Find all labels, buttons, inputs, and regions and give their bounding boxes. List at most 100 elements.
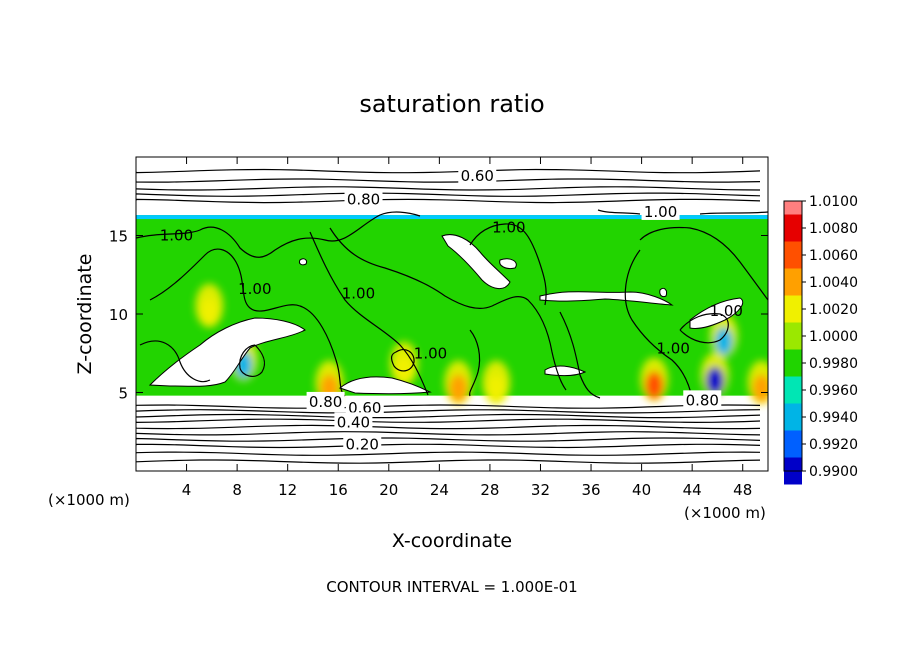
contour-label: 0.80 [309, 393, 342, 411]
contour-line-1.00 [309, 231, 429, 396]
x-tick-label: 44 [683, 481, 702, 499]
contour-interval-note: CONTOUR INTERVAL = 1.000E-01 [326, 578, 577, 596]
y-tick-label: 5 [118, 385, 128, 403]
contour-line-1.00 [699, 211, 768, 215]
x-unit-left: (×1000 m) [48, 491, 130, 509]
contour-line-1.00 [329, 227, 567, 391]
cloud-region [539, 291, 674, 306]
colorbar-swatch [784, 214, 802, 242]
contour-line [136, 418, 761, 424]
colorbar-swatch [784, 268, 802, 296]
colorbar-swatch [784, 295, 802, 323]
contour-line [136, 437, 761, 442]
contour-line [136, 186, 761, 191]
colorbar-swatch [784, 349, 802, 377]
contour-line-1.00 [149, 248, 346, 397]
contour-line [136, 424, 761, 430]
contour-label: 0.80 [347, 190, 380, 208]
contour-line [136, 198, 761, 204]
contour-label: 1.00 [492, 219, 525, 237]
contour-line-1.00 [469, 223, 547, 306]
cloud-region [148, 317, 306, 387]
colorbar-swatch [784, 376, 802, 404]
colorbar-swatch [784, 322, 802, 350]
cloud-region [338, 376, 432, 395]
contour-labels: 0.60 0.80 1.00 1.00 1.00 1.00 1.00 1.00 1.00 1.00… [160, 165, 743, 453]
x-tick-label: 40 [632, 481, 651, 499]
colorbar-tick-label: 0.9920 [809, 437, 858, 453]
contour-label: 1.00 [656, 340, 689, 358]
contour-line-1.00 [559, 311, 601, 399]
x-tick-label: 28 [480, 481, 499, 499]
contour-line-1.00 [469, 329, 481, 397]
contour-label-bg [683, 390, 722, 409]
hotspot [645, 371, 664, 400]
field-top-edge [136, 215, 768, 220]
hotspot [752, 374, 768, 403]
y-tick-label: 15 [109, 228, 128, 246]
colorbar-tick-label: 1.0060 [809, 248, 858, 264]
x-tick-label: 20 [379, 481, 398, 499]
colorbar-swatch [784, 241, 802, 269]
contour-label: 1.00 [160, 227, 193, 245]
x-tick-label: 48 [733, 481, 752, 499]
x-tick-label: 8 [232, 481, 242, 499]
contour-line-1.00 [679, 313, 729, 344]
x-tick-label: 24 [430, 481, 449, 499]
chart-title: saturation ratio [359, 90, 544, 118]
contour-label-bg [641, 201, 680, 220]
colorbar-tick-label: 1.0100 [809, 194, 858, 210]
contour-lines [136, 209, 768, 399]
contour-line-1.00 [639, 226, 768, 301]
contour-line [136, 459, 761, 464]
contour-label-bg [458, 165, 497, 184]
contour-label-bg [345, 398, 384, 417]
contour-line-1.00 [239, 344, 266, 377]
contour-line [136, 443, 761, 449]
contour-label-bg [306, 391, 345, 410]
colorbar-swatch [784, 201, 802, 215]
colorbar-tick-label: 0.9900 [809, 464, 858, 480]
cloud-region [659, 287, 667, 298]
y-tick-label: 10 [109, 306, 128, 324]
x-axis-label: X-coordinate [392, 530, 512, 552]
contour-line [136, 413, 761, 419]
plot-area [136, 157, 768, 471]
x-tick-label: 32 [531, 481, 550, 499]
contour-label: 0.80 [686, 391, 719, 409]
x-axis-ticks: 4 8 12 16 20 24 28 32 36 40 44 48 [182, 157, 752, 499]
hotspot [200, 297, 219, 326]
hotspot [714, 327, 733, 356]
contour-label: 0.60 [461, 167, 494, 185]
x-tick-label: 16 [329, 481, 348, 499]
y-axis-ticks: 5 10 15 [109, 228, 768, 403]
colorbar-tick-label: 1.0000 [809, 329, 858, 345]
contour-line-1.00 [624, 249, 693, 399]
contour-label: 1.00 [644, 203, 677, 221]
contour-label: 1.00 [414, 344, 447, 362]
cloud-region [544, 365, 587, 377]
horizontal-contours [136, 168, 761, 464]
y-axis-label: Z-coordinate [74, 254, 96, 375]
contour-line-1.00 [390, 349, 415, 372]
colorbar-tick-label: 0.9980 [809, 356, 858, 372]
contour-line [136, 192, 761, 197]
contour-line [136, 409, 761, 414]
hotspot [394, 355, 413, 384]
colorbar-tick-label: 1.0080 [809, 221, 858, 237]
cloud-region [499, 258, 517, 269]
colorbar-swatch [784, 430, 802, 458]
contour-label: 0.40 [337, 413, 370, 431]
contour-label-bg [344, 189, 383, 208]
contour-line-1.00 [139, 340, 211, 383]
x-unit-right: (×1000 m) [684, 504, 766, 522]
hotspots [195, 283, 768, 405]
contour-label-bg [334, 412, 373, 431]
contour-label: 1.00 [238, 280, 271, 298]
contour-line-1.00 [136, 211, 421, 258]
contour-line [136, 451, 761, 456]
x-tick-label: 36 [581, 481, 600, 499]
contour-label: 0.20 [346, 435, 379, 453]
contour-label-bg [343, 434, 382, 453]
